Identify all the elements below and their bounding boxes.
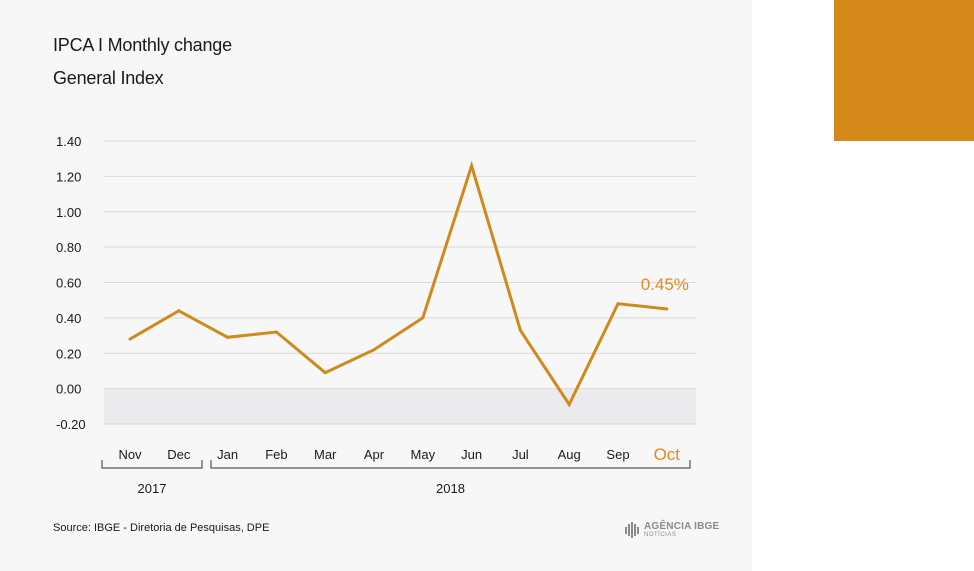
- data-point: [177, 309, 181, 313]
- logo-subtext: NOTÍCIAS: [644, 532, 677, 538]
- data-point: [128, 337, 132, 341]
- y-tick-label: 0.60: [56, 276, 81, 291]
- data-point: [421, 316, 425, 320]
- data-point: [665, 307, 669, 311]
- x-tick-label: Dec: [167, 447, 191, 462]
- y-tick-label: 0.20: [56, 346, 81, 361]
- logo-text: AGÊNCIA IBGE: [644, 521, 720, 532]
- y-tick-label: 0.00: [56, 382, 81, 397]
- data-point: [372, 348, 376, 352]
- data-point: [567, 403, 571, 407]
- source-note: Source: IBGE - Diretoria de Pesquisas, D…: [53, 522, 270, 534]
- ibge-logo-icon: [625, 522, 639, 538]
- accent-color-block: [834, 0, 974, 141]
- x-tick-label: Oct: [654, 445, 681, 464]
- x-tick-label: Apr: [364, 447, 385, 462]
- year-group-bracket: [210, 460, 691, 469]
- data-point: [616, 302, 620, 306]
- x-tick-label: Mar: [314, 447, 337, 462]
- line-chart: 1.40 1.20 1.00 0.80 0.60 0.40 0.20 0.00 -0.20 Nov…: [56, 134, 696, 496]
- year-group-label: 2017: [138, 481, 167, 496]
- y-tick-label: 1.00: [56, 205, 81, 220]
- highlight-data-label: 0.45%: [641, 275, 689, 294]
- negative-region-band: [104, 388, 696, 424]
- chart-title: IPCA I Monthly change: [53, 35, 232, 55]
- x-tick-label: Aug: [558, 447, 581, 462]
- y-tick-label: 0.40: [56, 311, 81, 326]
- chart-panel: [0, 0, 752, 571]
- series-line: [129, 160, 667, 408]
- x-tick-label: Jul: [512, 447, 529, 462]
- y-tick-label: 1.20: [56, 169, 81, 184]
- data-point: [518, 328, 522, 332]
- x-tick-label: Jun: [461, 447, 482, 462]
- y-tick-label: -0.20: [56, 417, 86, 432]
- data-point: [323, 371, 327, 375]
- data-point: [470, 164, 474, 168]
- year-group-bracket: [101, 460, 203, 469]
- y-tick-label: 1.40: [56, 134, 81, 149]
- year-group-label: 2018: [436, 481, 465, 496]
- x-tick-label: Nov: [118, 447, 142, 462]
- data-point: [274, 330, 278, 334]
- x-tick-label: Jan: [217, 447, 238, 462]
- chart-subtitle: General Index: [53, 68, 164, 88]
- y-tick-label: 0.80: [56, 240, 81, 255]
- x-tick-label: May: [411, 447, 436, 462]
- agencia-ibge-logo: AGÊNCIA IBGE NOTÍCIAS: [624, 519, 719, 541]
- data-point: [226, 335, 230, 339]
- x-tick-label: Sep: [606, 447, 629, 462]
- x-tick-label: Feb: [265, 447, 287, 462]
